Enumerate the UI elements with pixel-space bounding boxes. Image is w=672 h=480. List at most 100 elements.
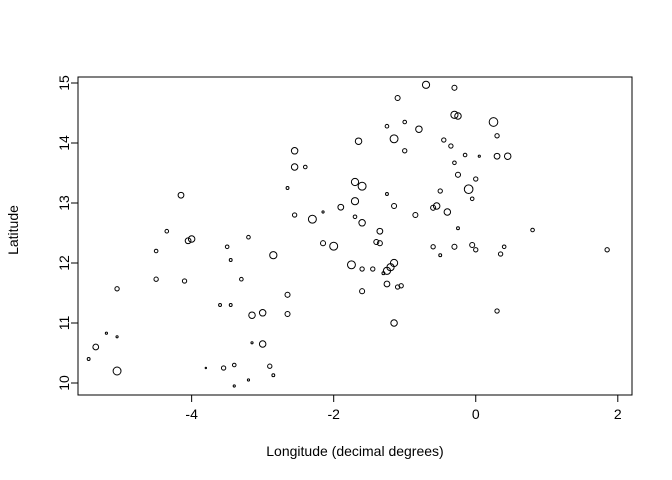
data-point — [385, 192, 389, 196]
data-point — [430, 204, 437, 211]
x-tick-label: -4 — [185, 406, 198, 422]
data-point — [346, 260, 356, 270]
data-point — [437, 188, 443, 194]
data-point — [164, 228, 170, 234]
data-point — [258, 309, 267, 317]
data-point — [187, 235, 196, 243]
y-tick-label: 14 — [56, 135, 72, 151]
data-point — [302, 164, 308, 170]
data-point — [153, 248, 159, 254]
x-axis: -4 -2 0 2 — [185, 394, 622, 422]
data-point — [354, 137, 363, 145]
data-point — [469, 241, 476, 249]
data-point — [114, 286, 120, 292]
y-tick-label: 12 — [56, 255, 72, 271]
data-point — [501, 244, 507, 250]
data-point — [389, 134, 399, 144]
data-point — [92, 343, 100, 351]
data-point — [376, 227, 384, 235]
data-point — [307, 214, 317, 224]
data-point — [231, 362, 237, 368]
data-point — [450, 110, 459, 119]
data-point — [493, 152, 501, 160]
data-point — [269, 251, 278, 260]
y-tick-label: 13 — [56, 195, 72, 211]
data-point — [267, 363, 273, 369]
y-axis-label: Latitude — [5, 205, 21, 255]
data-point — [86, 357, 91, 361]
data-point — [284, 291, 291, 298]
data-point — [246, 234, 251, 240]
data-point — [488, 117, 499, 127]
data-point — [462, 152, 468, 158]
data-point — [290, 163, 299, 171]
data-point — [494, 308, 500, 314]
data-point — [530, 227, 535, 233]
data-point — [232, 384, 236, 388]
data-point — [177, 191, 185, 199]
data-point — [337, 203, 345, 211]
data-point — [443, 208, 452, 216]
data-point — [421, 80, 431, 89]
data-point — [115, 335, 119, 339]
data-point — [391, 202, 398, 210]
data-point — [239, 276, 244, 282]
data-point — [218, 303, 222, 307]
data-point — [284, 310, 291, 318]
y-axis: 10 11 12 13 14 15 — [56, 75, 79, 391]
data-point — [456, 226, 460, 231]
data-point — [452, 160, 457, 166]
data-point — [604, 247, 610, 253]
data-point — [104, 331, 108, 335]
data-point — [291, 212, 298, 218]
data-point — [469, 196, 475, 202]
data-point — [448, 143, 454, 149]
data-point — [248, 311, 256, 319]
x-tick-label: 0 — [472, 406, 480, 422]
data-point — [373, 238, 380, 246]
data-point — [394, 94, 401, 102]
data-point — [432, 202, 441, 210]
data-point — [285, 186, 290, 190]
data-point — [382, 266, 392, 275]
data-point — [250, 341, 254, 345]
data-point — [184, 237, 192, 245]
data-point — [473, 247, 479, 253]
data-point — [320, 240, 327, 247]
data-point — [454, 112, 462, 120]
data-point — [390, 319, 398, 327]
data-point — [329, 241, 339, 251]
data-point — [359, 266, 365, 272]
data-point — [412, 211, 419, 219]
data-point — [246, 378, 251, 382]
data-point — [350, 197, 360, 206]
data-point — [271, 373, 276, 378]
data-point — [384, 123, 390, 129]
data-point — [290, 147, 299, 155]
x-axis-label: Longitude (decimal degrees) — [266, 443, 443, 459]
data-point — [204, 366, 208, 370]
data-point — [402, 148, 408, 154]
x-tick-label: -2 — [327, 406, 340, 422]
data-point — [359, 288, 366, 295]
data-point — [321, 210, 325, 214]
data-point — [430, 244, 436, 250]
x-tick-label: 2 — [614, 406, 622, 422]
data-point — [350, 177, 360, 187]
data-point — [370, 266, 376, 272]
y-tick-label: 15 — [56, 75, 72, 91]
y-tick-label: 10 — [56, 375, 72, 391]
data-point — [228, 303, 233, 307]
data-point — [376, 240, 383, 247]
data-point — [503, 152, 512, 160]
data-point — [357, 181, 367, 191]
data-point — [153, 276, 159, 282]
y-tick-label: 11 — [56, 316, 72, 331]
data-point — [477, 154, 481, 158]
data-point — [441, 137, 447, 143]
data-point — [220, 365, 227, 371]
data-point — [454, 171, 462, 178]
data-point — [112, 366, 122, 376]
data-point — [352, 214, 358, 220]
